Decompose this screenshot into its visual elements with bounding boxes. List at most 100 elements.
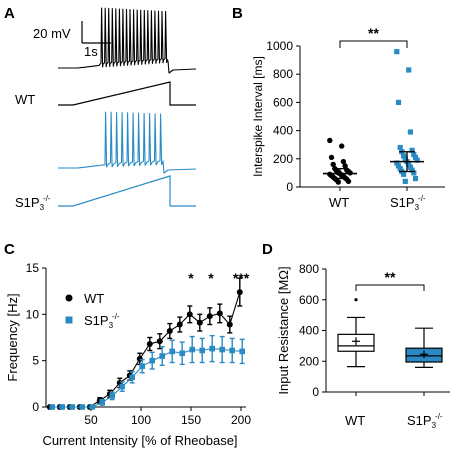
ko-point — [139, 363, 145, 370]
ko-point — [109, 393, 115, 399]
x-tick-label: 200 — [231, 413, 251, 427]
ko-point — [119, 383, 125, 390]
ko-voltage-trace — [58, 111, 197, 174]
ko-point — [407, 129, 413, 135]
ko-point — [409, 167, 415, 173]
ko-point — [239, 348, 245, 355]
x-tick-label: 100 — [131, 413, 151, 427]
ko-point — [199, 347, 205, 354]
y-tick-label: 10 — [26, 307, 40, 321]
y-tick-label: 1000 — [266, 39, 293, 53]
ko-point — [401, 153, 407, 159]
wt-point — [330, 161, 336, 168]
ko-point — [159, 353, 165, 359]
significance-marker: * — [188, 270, 194, 286]
x-category-label: S1P3-/- — [390, 194, 426, 212]
y-axis-label: Interspike Interval [ms] — [251, 56, 265, 177]
ko-point — [149, 357, 155, 364]
ko-point — [79, 404, 85, 410]
ko-point — [412, 154, 419, 160]
panel-b-interspike-chart: 0 200 400 600 800 1000 WT S1P3-/- Interspike Int… — [251, 25, 445, 212]
wt-point — [345, 178, 352, 185]
ko-point — [402, 156, 408, 162]
wt-point — [166, 328, 173, 335]
ko-point — [412, 175, 419, 182]
y-axis-label: Input Resistance [MΩ] — [276, 266, 291, 394]
wt-point — [327, 137, 333, 144]
wt-point — [342, 163, 348, 169]
ko-point — [89, 404, 95, 410]
wt-point — [236, 289, 243, 296]
y-tick-label: 200 — [273, 152, 293, 166]
panel-label-a: A — [4, 5, 15, 22]
wt-point — [216, 310, 223, 317]
ko-point — [395, 163, 402, 169]
scalebar-y-label: 20 mV — [33, 26, 71, 41]
ko-point — [407, 164, 413, 170]
ko-point — [219, 346, 225, 353]
panel-c-frequency-chart: 0 5 10 15 50 100 150 200 Current Intensity [% of… — [5, 261, 251, 448]
wt-current-ramp — [58, 81, 196, 106]
x-category-label: WT — [345, 413, 365, 428]
y-tick-label: 400 — [299, 324, 319, 338]
ko-point — [406, 67, 412, 73]
ko-trace-label: S1P3-/- — [15, 194, 51, 212]
panel-label-d: D — [262, 241, 273, 258]
wt-trace-label: WT — [15, 92, 35, 107]
ko-point — [401, 171, 407, 177]
ko-point — [129, 374, 135, 381]
ko-point — [59, 404, 65, 410]
ko-point — [409, 147, 415, 153]
y-tick-label: 0 — [312, 385, 319, 399]
y-tick-label: 0 — [32, 400, 39, 414]
ko-point — [406, 161, 412, 168]
wt-point — [146, 340, 153, 347]
y-tick-label: 0 — [286, 180, 293, 194]
panel-label-c: C — [4, 241, 15, 258]
wt-point — [176, 321, 183, 328]
y-tick-label: 600 — [299, 293, 319, 307]
ko-current-ramp — [58, 175, 196, 207]
wt-point — [340, 158, 347, 165]
wt-point — [226, 321, 233, 328]
y-tick-label: 15 — [26, 261, 40, 275]
panel-a-traces: 20 mV 1s WT S1P3-/- — [15, 7, 197, 212]
legend-wt-label: WT — [84, 291, 104, 306]
wt-point — [339, 143, 345, 149]
legend-ko-label: S1P3-/- — [84, 312, 120, 330]
x-tick-label: 150 — [181, 413, 201, 427]
ko-series-line — [52, 348, 243, 408]
outlier-point — [354, 298, 358, 302]
wt-point — [335, 179, 341, 185]
legend-ko-marker — [65, 316, 73, 324]
ko-point — [397, 144, 403, 151]
x-tick-label: 50 — [84, 413, 98, 427]
panel-d-resistance-chart: 0 200 400 600 800 WT S1P3-/- Input Resistance [… — [276, 262, 450, 430]
wt-point — [186, 311, 193, 318]
ko-point — [402, 178, 408, 184]
ko-point — [394, 49, 400, 55]
ko-point — [229, 347, 235, 354]
wt-point — [206, 313, 213, 320]
y-tick-label: 800 — [273, 67, 293, 81]
y-tick-label: 600 — [273, 95, 293, 109]
ko-point — [189, 346, 195, 353]
wt-point — [328, 154, 335, 161]
ko-point — [395, 99, 402, 105]
ko-point — [179, 350, 185, 357]
y-axis-label: Frequency [Hz] — [5, 293, 20, 381]
wt-point — [156, 338, 163, 345]
ko-point — [99, 399, 105, 406]
significance-bracket — [339, 40, 408, 48]
y-tick-label: 200 — [299, 354, 319, 368]
panel-label-b: B — [232, 5, 243, 22]
significance-label: ** — [368, 25, 379, 41]
ko-point — [69, 404, 75, 410]
x-category-label: WT — [329, 195, 349, 210]
ko-point — [411, 170, 417, 176]
scalebar-x-label: 1s — [84, 44, 98, 59]
ko-point — [209, 345, 215, 352]
ko-point — [397, 166, 403, 172]
ko-point — [414, 157, 420, 163]
